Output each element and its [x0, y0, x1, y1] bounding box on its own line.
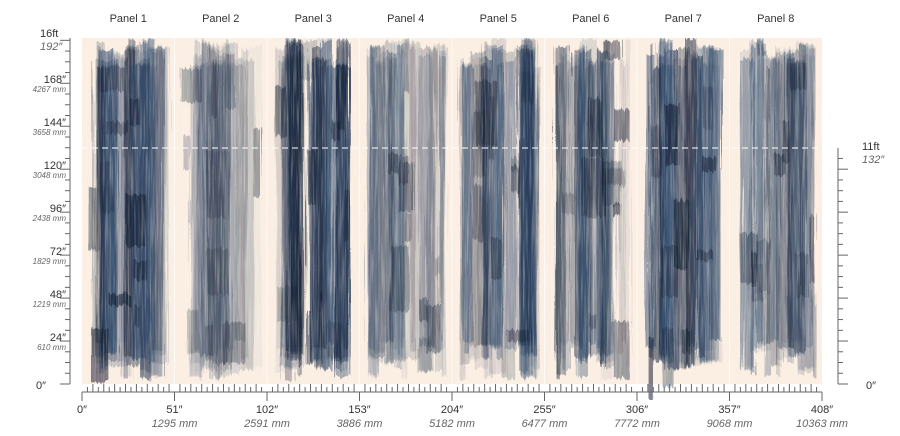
bottom-ruler-in: 0″ [77, 404, 87, 416]
left-ruler-mm: 1219 mm [33, 300, 67, 309]
panel-label: Panel 4 [387, 13, 424, 25]
panel-label: Panel 3 [295, 13, 332, 25]
right-ruler-in: 132″ [862, 154, 885, 166]
labels: Panel 1 Panel 2 Panel 3 Panel 4 Panel 5 Panel… [32, 13, 886, 430]
rulers [60, 38, 848, 401]
left-ruler-in: 144″ [44, 117, 66, 129]
left-ruler-in: 168″ [44, 74, 66, 86]
right-ruler-zero: 0″ [866, 380, 876, 392]
left-ruler-mm: 3658 mm [33, 128, 67, 137]
bottom-ruler-in: 51″ [166, 404, 182, 416]
left-ruler-ft: 16ft [40, 28, 58, 40]
left-ruler-in: 120″ [44, 160, 66, 172]
bottom-ruler-mm: 5182 mm [429, 418, 475, 430]
panel-label: Panel 1 [110, 13, 147, 25]
bottom-ruler-in: 102″ [256, 404, 278, 416]
left-ruler-mm: 2438 mm [32, 214, 67, 223]
bottom-ruler-mm: 6477 mm [522, 418, 568, 430]
left-ruler-in: 48″ [50, 289, 66, 301]
left-ruler-mm: 1829 mm [33, 257, 67, 266]
bottom-ruler-mm: 1295 mm [152, 418, 198, 430]
bottom-ruler-in: 153″ [348, 404, 370, 416]
left-ruler-in: 24″ [50, 332, 66, 344]
bottom-ruler-mm: 9068 mm [707, 418, 753, 430]
panel-label: Panel 2 [202, 13, 239, 25]
left-ruler-mm: 4267 mm [33, 85, 67, 94]
bottom-ruler-mm: 2591 mm [243, 418, 290, 430]
left-ruler-zero: 0″ [36, 380, 46, 392]
bottom-ruler-mm: 7772 mm [614, 418, 660, 430]
bottom-ruler-in: 408″ [811, 404, 833, 416]
panel-label: Panel 7 [665, 13, 702, 25]
bottom-ruler-mm: 3886 mm [337, 418, 383, 430]
panel-label: Panel 8 [757, 13, 794, 25]
bottom-ruler-in: 306″ [626, 404, 648, 416]
panel-label: Panel 6 [572, 13, 609, 25]
left-ruler-mm: 3048 mm [33, 171, 67, 180]
left-ruler-in: 192″ [40, 41, 63, 53]
left-ruler-in: 72″ [50, 246, 66, 258]
bottom-ruler-in: 204″ [441, 404, 463, 416]
bottom-ruler-in: 255″ [533, 404, 555, 416]
left-ruler-mm: 610 mm [37, 343, 66, 352]
left-ruler-in: 96″ [50, 203, 66, 215]
bottom-ruler-mm: 10363 mm [796, 418, 848, 430]
right-ruler-ft: 11ft [862, 141, 880, 153]
bottom-ruler-in: 357″ [718, 404, 740, 416]
panel-label: Panel 5 [480, 13, 517, 25]
